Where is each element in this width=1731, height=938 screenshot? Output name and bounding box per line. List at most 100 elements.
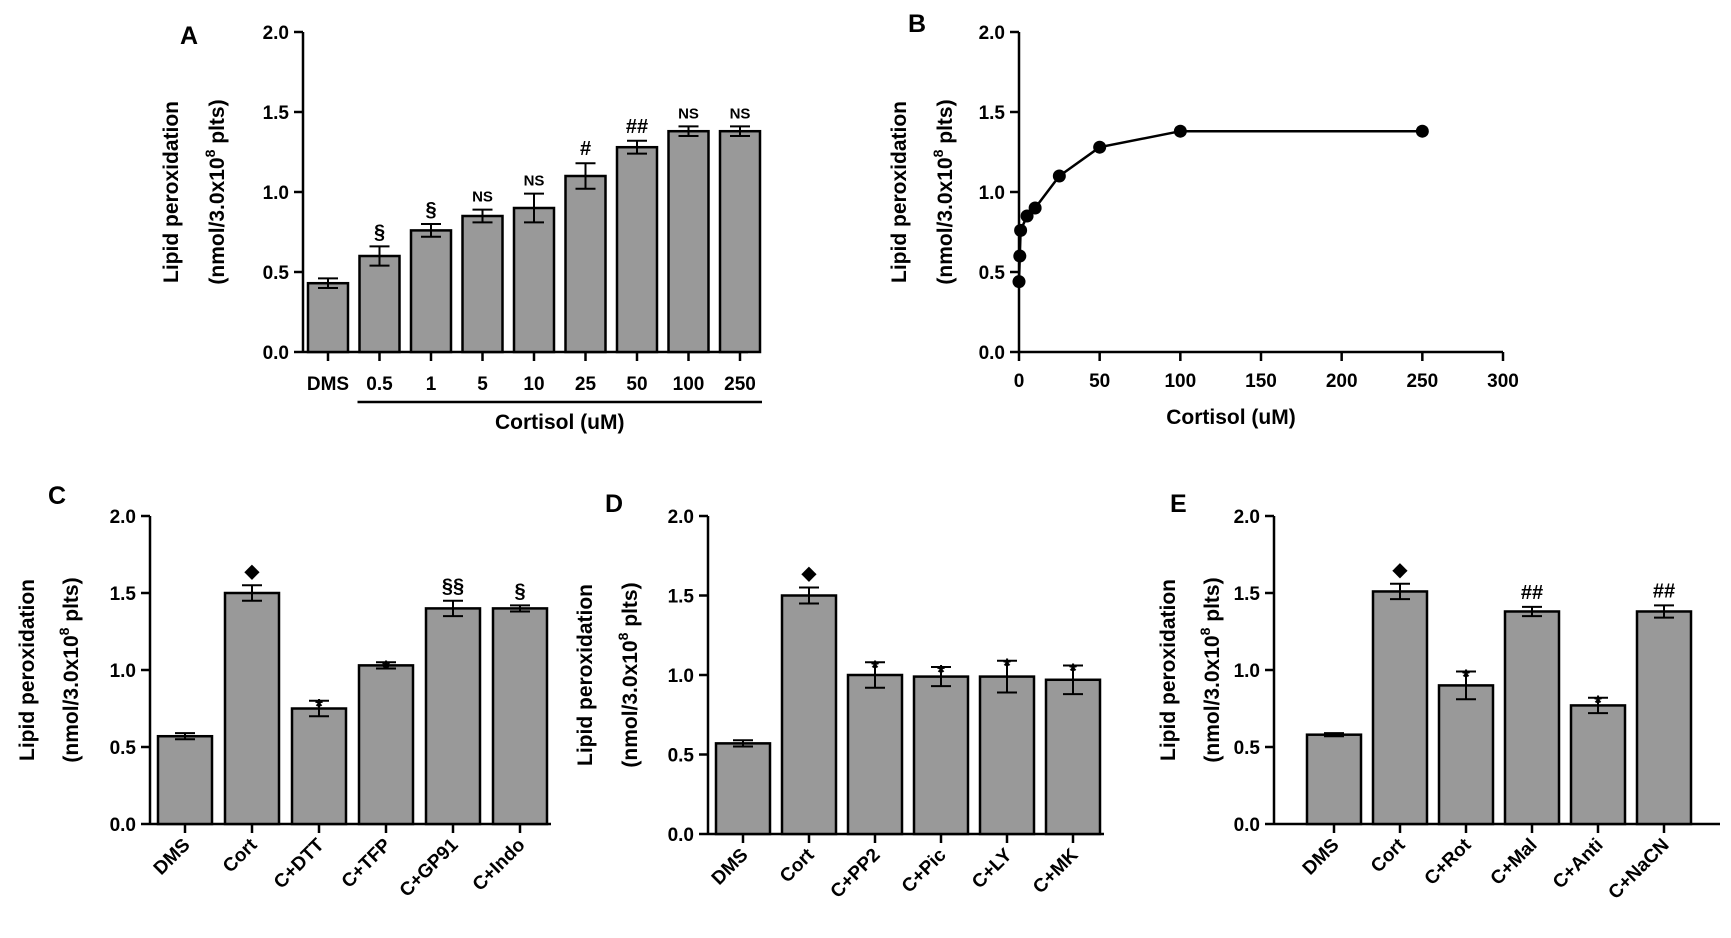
y-tick-label-b-2: 1.0	[979, 183, 1005, 204]
x-tick-label-d-3: C+Pic	[898, 844, 951, 897]
significance-label-d-3: *	[937, 662, 945, 684]
x-tick-label-c-0: DMS	[150, 835, 195, 880]
significance-label-e-3: ##	[1521, 582, 1543, 604]
x-tick-label-c-4: C+GP91	[396, 834, 463, 901]
x-tick-label-d-0: DMS	[708, 845, 753, 890]
bar-a-7	[667, 129, 710, 354]
x-tick-label-b-5: 250	[1406, 371, 1438, 392]
y-tick-label-a-4: 2.0	[263, 23, 289, 44]
bar-a-2	[409, 229, 453, 354]
y-tick-label-b-4: 2.0	[979, 23, 1005, 44]
bar-e-1	[1371, 590, 1429, 826]
y-axis-units-d: (nmol/3.0x108 plts)	[615, 582, 642, 767]
panel-letter-c: C	[48, 482, 66, 510]
bar-c-1	[223, 591, 281, 826]
x-tick-label-d-1: Cort	[776, 844, 819, 887]
significance-label-c-2: *	[315, 696, 323, 718]
y-axis-title-c: Lipid peroxidation	[16, 579, 39, 761]
significance-label-c-5: §	[514, 580, 525, 602]
significance-label-e-1: ◆	[1392, 559, 1408, 581]
x-tick-label-e-5: C+NaCN	[1605, 835, 1674, 904]
bar-e-4	[1569, 704, 1627, 826]
panel-letter-a: A	[180, 22, 198, 50]
panel-letter-d: D	[605, 490, 623, 518]
bar-d-4	[978, 675, 1036, 836]
bar-e-2	[1437, 684, 1495, 826]
y-axis-title-a: Lipid peroxidation	[160, 101, 183, 283]
x-tick-label-d-4: C+LY	[968, 844, 1017, 893]
x-tick-label-e-0: DMS	[1299, 835, 1344, 880]
bar-e-0	[1305, 733, 1363, 826]
significance-label-c-1: ◆	[244, 560, 260, 582]
y-tick-label-d-3: 1.5	[668, 587, 695, 608]
x-tick-label-c-3: C+TFP	[338, 834, 396, 892]
bar-c-0	[156, 734, 214, 826]
significance-label-a-6: ##	[626, 116, 648, 138]
significance-label-a-5: #	[580, 138, 591, 160]
bar-a-5	[564, 174, 607, 354]
y-axis-title-b: Lipid peroxidation	[888, 101, 911, 283]
x-tick-label-e-2: C+Rot	[1421, 834, 1476, 889]
data-point-b-1	[1013, 249, 1027, 263]
y-axis-title-e: Lipid peroxidation	[1157, 579, 1180, 761]
significance-label-e-4: *	[1594, 693, 1602, 715]
significance-label-e-5: ##	[1653, 580, 1675, 602]
y-tick-label-a-0: 0.0	[263, 343, 289, 364]
y-tick-label-b-1: 0.5	[979, 263, 1006, 284]
bar-a-4	[512, 206, 556, 354]
y-axis-title-d: Lipid peroxidation	[574, 584, 597, 766]
bar-a-8	[718, 129, 762, 354]
bar-d-3	[912, 675, 970, 836]
x-tick-label-b-4: 200	[1326, 371, 1358, 392]
bar-c-4	[424, 607, 482, 826]
x-tick-label-b-2: 100	[1164, 371, 1196, 392]
bar-a-3	[461, 214, 504, 354]
y-tick-label-e-0: 0.0	[1234, 815, 1260, 836]
bar-d-0	[714, 742, 772, 836]
data-point-b-7	[1173, 124, 1187, 138]
data-point-b-6	[1093, 140, 1107, 154]
x-tick-label-a-0: DMS	[307, 374, 349, 395]
significance-label-a-7: NS	[678, 105, 699, 122]
x-tick-label-a-4: 10	[523, 374, 544, 395]
x-tick-label-a-1: 0.5	[366, 374, 393, 395]
significance-label-a-2: §	[425, 199, 436, 221]
x-tick-label-a-7: 100	[673, 374, 705, 395]
x-tick-label-b-6: 300	[1487, 371, 1519, 392]
significance-label-c-4: §§	[442, 576, 464, 598]
bar-a-1	[358, 254, 401, 354]
bar-d-1	[780, 594, 838, 836]
x-tick-label-b-0: 0	[1014, 371, 1025, 392]
y-tick-label-c-0: 0.0	[110, 815, 136, 836]
y-axis-units-a: (nmol/3.0x108 plts)	[202, 99, 229, 284]
y-axis-units-c: (nmol/3.0x108 plts)	[56, 577, 83, 762]
bar-c-3	[357, 664, 415, 826]
significance-label-d-2: *	[871, 657, 879, 679]
significance-label-d-4: *	[1003, 656, 1011, 678]
x-tick-label-c-2: C+DTT	[270, 834, 329, 893]
y-axis-units-b: (nmol/3.0x108 plts)	[930, 99, 957, 284]
x-axis-title-b: Cortisol (uM)	[1166, 406, 1295, 429]
panel-letter-b: B	[908, 10, 926, 38]
y-tick-label-d-2: 1.0	[668, 666, 694, 687]
y-tick-label-c-2: 1.0	[110, 661, 136, 682]
y-tick-label-b-0: 0.0	[979, 343, 1005, 364]
y-tick-label-e-2: 1.0	[1234, 661, 1260, 682]
y-tick-label-d-1: 0.5	[668, 746, 695, 767]
x-tick-label-e-3: C+Mal	[1487, 835, 1542, 890]
data-point-b-3	[1020, 209, 1034, 223]
y-tick-label-d-0: 0.0	[668, 825, 694, 846]
x-tick-label-a-2: 1	[426, 374, 437, 395]
x-tick-label-b-3: 150	[1245, 371, 1277, 392]
data-point-b-8	[1415, 124, 1429, 138]
bar-a-6	[615, 145, 659, 354]
bar-d-5	[1044, 678, 1102, 836]
significance-label-d-1: ◆	[801, 563, 817, 585]
bar-e-5	[1635, 610, 1693, 826]
y-tick-label-e-4: 2.0	[1234, 507, 1260, 528]
x-tick-label-e-1: Cort	[1367, 834, 1410, 877]
data-point-b-5	[1052, 169, 1066, 183]
significance-label-c-3: *	[382, 657, 390, 679]
significance-label-d-5: *	[1069, 660, 1077, 682]
